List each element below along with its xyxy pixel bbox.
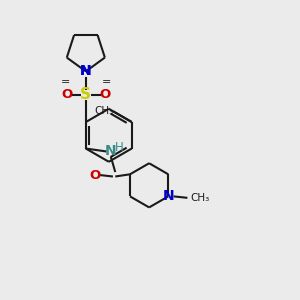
Text: CH₃: CH₃ — [94, 106, 113, 116]
Text: CH₃: CH₃ — [190, 193, 210, 203]
Text: O: O — [90, 169, 101, 182]
Text: S: S — [80, 87, 91, 102]
Text: N: N — [80, 64, 92, 78]
Text: O: O — [61, 88, 72, 101]
Text: N: N — [80, 64, 92, 78]
Text: =: = — [102, 77, 111, 87]
Text: O: O — [99, 88, 111, 101]
Text: =: = — [61, 77, 70, 87]
Text: N: N — [162, 189, 174, 203]
Text: H: H — [115, 141, 124, 154]
Text: N: N — [105, 145, 117, 158]
